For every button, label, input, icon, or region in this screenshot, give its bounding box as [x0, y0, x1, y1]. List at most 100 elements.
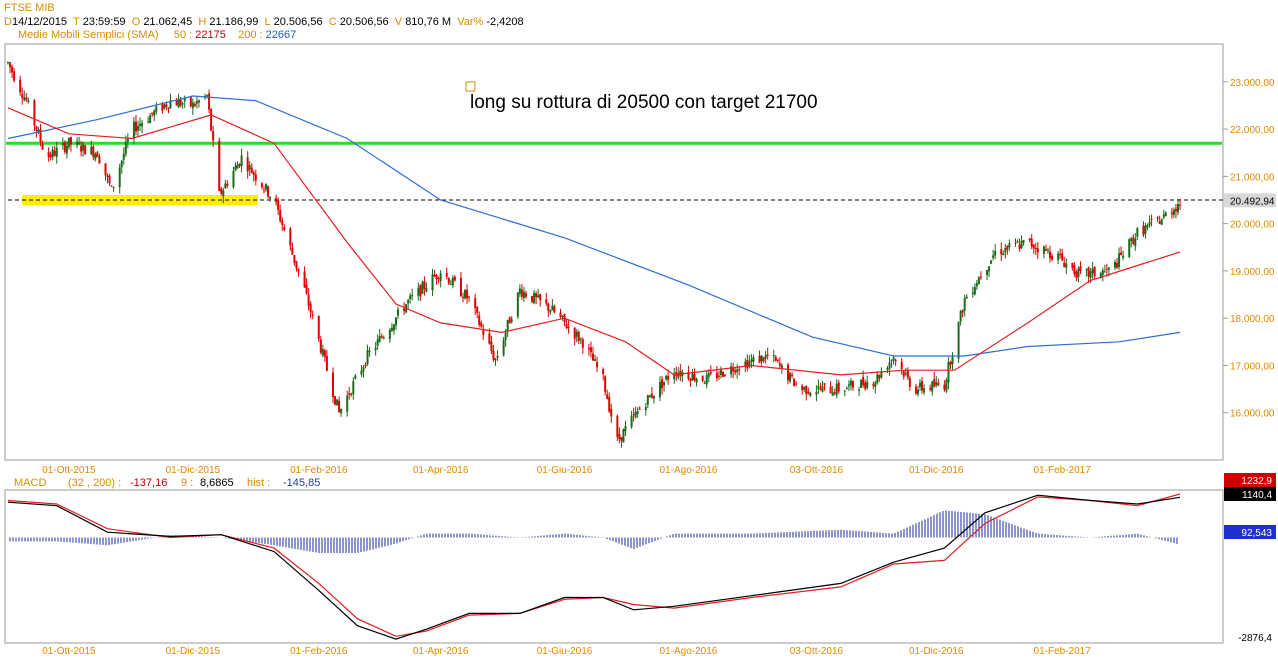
candle-body	[821, 385, 824, 392]
candle-body	[447, 277, 450, 284]
macd-line	[7, 494, 1181, 640]
candle-body	[1142, 225, 1145, 236]
candle-body	[466, 289, 469, 299]
candle-body	[165, 104, 168, 107]
candle-body	[96, 152, 99, 158]
candle-body	[860, 379, 863, 388]
candle-body	[80, 145, 83, 152]
candle-body	[988, 266, 991, 272]
x-tick-label: 01-Feb-2016	[290, 465, 348, 476]
candle-body	[549, 310, 552, 313]
candle-body	[648, 395, 651, 398]
candle-body	[1073, 265, 1076, 274]
candle-body	[522, 291, 525, 299]
candle-body	[331, 372, 334, 398]
candle-body	[407, 300, 410, 304]
candle-body	[224, 183, 227, 189]
macd-axis-value: 1232,9	[1241, 476, 1272, 487]
candle-body	[732, 368, 735, 372]
candle-body	[581, 339, 584, 348]
candle-body	[340, 408, 343, 414]
candle-body	[289, 228, 292, 246]
x-tick-label-macd: 01-Dic-2016	[909, 646, 964, 657]
candle-body	[394, 317, 397, 326]
candle-body	[675, 372, 678, 376]
candle-body	[163, 104, 166, 109]
candle-body	[1172, 209, 1175, 215]
candle-body	[622, 429, 625, 443]
candle-body	[291, 247, 294, 255]
candle-body	[914, 386, 917, 394]
candle-body	[195, 101, 198, 104]
candle-body	[78, 143, 81, 145]
candle-body	[49, 154, 52, 158]
candle-body	[1116, 262, 1119, 268]
candle-body	[110, 185, 113, 187]
candle-body	[368, 350, 371, 352]
candle-body	[1118, 253, 1121, 267]
y-tick-label: 16.000,00	[1230, 409, 1275, 420]
candle-body	[1148, 221, 1151, 226]
candle-body	[931, 381, 934, 392]
candle-body	[338, 400, 341, 412]
candle-body	[610, 408, 613, 417]
candle-body	[1134, 238, 1137, 247]
candle-body	[226, 183, 229, 186]
candle-body	[758, 355, 761, 363]
candle-body	[606, 394, 609, 400]
candle-body	[303, 271, 306, 288]
candle-body	[1063, 262, 1066, 268]
candle-body	[7, 62, 9, 64]
candle-body	[445, 272, 448, 277]
candle-body	[638, 408, 641, 410]
candle-body	[69, 137, 72, 145]
candle-body	[134, 121, 137, 132]
candle-body	[179, 99, 182, 106]
candle-body	[780, 365, 783, 369]
candle-body	[191, 102, 194, 109]
high-value: 21.186,99	[209, 16, 259, 28]
candle-body	[433, 274, 436, 277]
candle-body	[319, 339, 322, 353]
candle-body	[650, 393, 653, 398]
candle-body	[53, 150, 56, 156]
close-key: C	[328, 16, 337, 28]
candle-body	[1105, 269, 1108, 271]
candle-body	[374, 347, 377, 351]
candle-body	[559, 312, 562, 318]
candle-body	[715, 372, 718, 379]
candle-body	[736, 369, 739, 373]
candle-body	[1130, 238, 1133, 242]
sma-legend: Medie Mobili Semplici (SMA) 50 : 22175 2…	[18, 29, 296, 42]
candle-body	[951, 356, 954, 365]
price-layer: 23.000,00 22.000,00 21.000,00 20.000,00 19.0…	[6, 61, 1276, 476]
candle-body	[990, 260, 993, 264]
candle-body	[482, 328, 485, 335]
candle-body	[862, 377, 865, 386]
candle-body	[1120, 252, 1123, 255]
candle-body	[346, 395, 349, 412]
candle-body	[949, 361, 952, 365]
candle-body	[360, 370, 363, 375]
candle-body	[13, 71, 16, 81]
x-tick-label-macd: 01-Feb-2017	[1034, 646, 1092, 657]
last-price-label: 20.492,94	[1230, 196, 1275, 207]
y-tick-label: 22.000,00	[1230, 125, 1275, 136]
candle-body	[687, 372, 690, 379]
date-value: 14/12/2015	[11, 16, 68, 28]
candle-body	[279, 210, 282, 222]
candle-body	[531, 296, 534, 302]
x-tick-label-macd: 01-Ott-2015	[42, 646, 96, 657]
candle-body	[561, 315, 564, 317]
candle-body	[246, 157, 249, 172]
candle-body	[307, 294, 310, 306]
candle-body	[248, 165, 251, 170]
candle-body	[587, 347, 590, 350]
candle-body	[1179, 204, 1181, 206]
macd-panel-frame	[4, 489, 1224, 644]
candle-body	[963, 298, 966, 311]
candle-body	[624, 426, 627, 432]
candle-body	[589, 347, 592, 353]
candle-body	[1030, 238, 1033, 247]
candle-body	[833, 392, 836, 394]
